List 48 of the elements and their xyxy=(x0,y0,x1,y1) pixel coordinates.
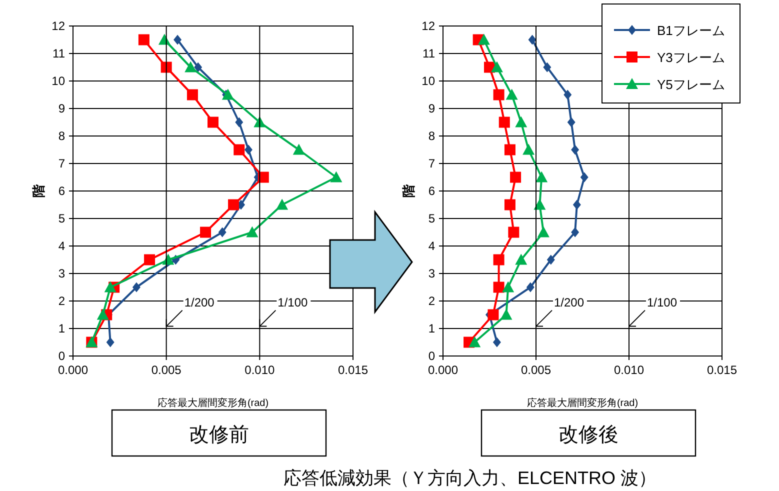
y-tick-label: 3 xyxy=(58,266,66,280)
y-tick-label: 4 xyxy=(58,239,66,253)
y-tick-label: 6 xyxy=(428,184,436,198)
y-tick-label: 2 xyxy=(58,294,66,308)
x-tick-label: 0.015 xyxy=(338,363,368,377)
y-tick-label: 0 xyxy=(428,349,436,363)
y-tick-label: 9 xyxy=(428,102,436,116)
ref-line-label: 1/100 xyxy=(647,295,678,310)
y-tick-label: 0 xyxy=(58,349,66,363)
x-tick-label: 0.010 xyxy=(614,363,644,377)
x-tick-label: 0.010 xyxy=(244,363,276,377)
y-tick-label: 4 xyxy=(428,239,436,253)
ref-line-label: 1/100 xyxy=(278,295,308,310)
legend-label: Y3フレーム xyxy=(657,50,725,65)
legend-label: Y5フレーム xyxy=(657,77,725,92)
x-axis-title: 応答最大層間変形角(rad) xyxy=(157,397,269,409)
text: 改修後 xyxy=(558,424,618,446)
x-tick-label: 0.015 xyxy=(706,363,738,377)
y-tick-label: 11 xyxy=(52,46,66,60)
y-tick-label: 5 xyxy=(58,212,66,226)
x-tick-label: 0.005 xyxy=(151,363,182,377)
y-tick-label: 10 xyxy=(52,74,66,88)
x-tick-label: 0.000 xyxy=(58,363,88,377)
y-tick-label: 8 xyxy=(58,129,66,143)
x-axis-title: 応答最大層間変形角(rad) xyxy=(526,397,638,409)
y-axis-title: 階 xyxy=(31,184,46,198)
y-tick-label: 3 xyxy=(428,266,436,280)
ref-line-label: 1/200 xyxy=(554,295,584,310)
y-axis-title: 階 xyxy=(401,184,416,198)
y-tick-label: 11 xyxy=(422,46,436,60)
text: 改修前 xyxy=(189,424,249,446)
y-tick-label: 6 xyxy=(58,184,66,198)
x-tick-label: 0.005 xyxy=(520,363,552,377)
y-tick-label: 1 xyxy=(428,322,436,336)
text: 応答低減効果（Ｙ方向入力、ELCENTRO 波） xyxy=(283,468,657,488)
y-tick-label: 10 xyxy=(422,74,436,88)
y-tick-label: 12 xyxy=(52,19,66,33)
legend-label: B1フレーム xyxy=(657,23,725,38)
y-tick-label: 7 xyxy=(58,156,66,170)
x-tick-label: 0.000 xyxy=(428,363,458,377)
y-tick-label: 12 xyxy=(422,19,436,33)
y-tick-label: 2 xyxy=(428,294,436,308)
y-tick-label: 1 xyxy=(58,322,66,336)
y-tick-label: 9 xyxy=(58,102,66,116)
y-tick-label: 7 xyxy=(428,156,436,170)
ref-line-label: 1/200 xyxy=(184,295,215,310)
y-tick-label: 5 xyxy=(428,212,436,226)
y-tick-label: 8 xyxy=(428,129,436,143)
